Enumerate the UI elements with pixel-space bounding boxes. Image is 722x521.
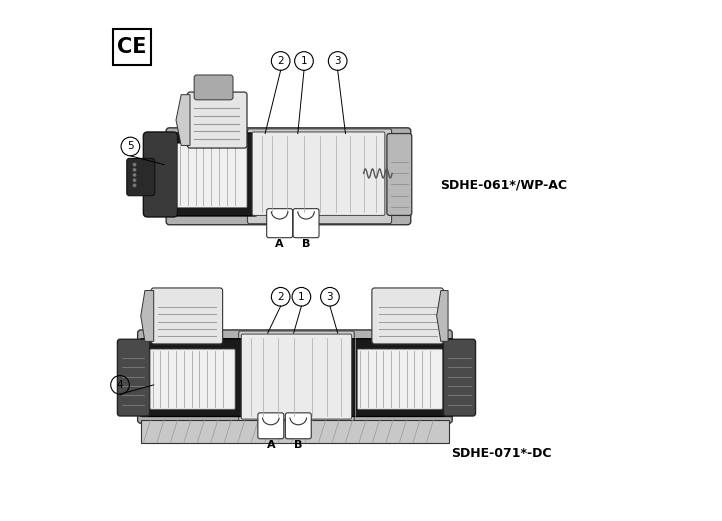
Polygon shape xyxy=(437,291,448,341)
Circle shape xyxy=(132,168,136,172)
FancyBboxPatch shape xyxy=(138,330,452,423)
FancyBboxPatch shape xyxy=(443,339,476,416)
FancyBboxPatch shape xyxy=(188,92,247,148)
Circle shape xyxy=(132,163,136,167)
FancyBboxPatch shape xyxy=(166,128,411,225)
FancyBboxPatch shape xyxy=(150,349,235,409)
Circle shape xyxy=(132,183,136,188)
Text: SDHE-071*-DC: SDHE-071*-DC xyxy=(451,447,551,460)
Text: 1: 1 xyxy=(298,292,305,302)
Text: 2: 2 xyxy=(277,56,284,66)
Polygon shape xyxy=(176,95,190,145)
Circle shape xyxy=(132,178,136,182)
Text: 3: 3 xyxy=(334,56,341,66)
FancyBboxPatch shape xyxy=(252,132,385,215)
Text: 4: 4 xyxy=(117,380,123,390)
FancyBboxPatch shape xyxy=(151,288,222,344)
FancyBboxPatch shape xyxy=(239,331,355,422)
Circle shape xyxy=(132,173,136,177)
FancyBboxPatch shape xyxy=(347,339,453,416)
FancyBboxPatch shape xyxy=(266,209,292,238)
Text: CE: CE xyxy=(117,37,147,57)
FancyBboxPatch shape xyxy=(178,143,247,208)
FancyBboxPatch shape xyxy=(241,334,352,419)
FancyBboxPatch shape xyxy=(127,158,155,196)
FancyBboxPatch shape xyxy=(194,75,233,100)
Text: 5: 5 xyxy=(127,142,134,152)
Text: SDHE-061*/WP-AC: SDHE-061*/WP-AC xyxy=(440,179,567,192)
FancyBboxPatch shape xyxy=(118,339,149,416)
FancyBboxPatch shape xyxy=(387,133,412,215)
Text: 2: 2 xyxy=(277,292,284,302)
Text: B: B xyxy=(302,239,310,249)
FancyBboxPatch shape xyxy=(144,132,178,217)
FancyBboxPatch shape xyxy=(285,413,311,439)
Text: A: A xyxy=(266,440,275,450)
FancyBboxPatch shape xyxy=(139,339,246,416)
FancyBboxPatch shape xyxy=(293,209,319,238)
Bar xyxy=(113,29,151,65)
Bar xyxy=(141,419,449,443)
Text: A: A xyxy=(275,239,284,249)
FancyBboxPatch shape xyxy=(248,129,391,224)
FancyBboxPatch shape xyxy=(258,413,284,439)
FancyBboxPatch shape xyxy=(357,349,443,409)
Text: 1: 1 xyxy=(300,56,308,66)
Text: 3: 3 xyxy=(326,292,334,302)
FancyBboxPatch shape xyxy=(372,288,443,344)
Polygon shape xyxy=(141,291,154,341)
FancyBboxPatch shape xyxy=(166,133,258,216)
Text: B: B xyxy=(294,440,303,450)
